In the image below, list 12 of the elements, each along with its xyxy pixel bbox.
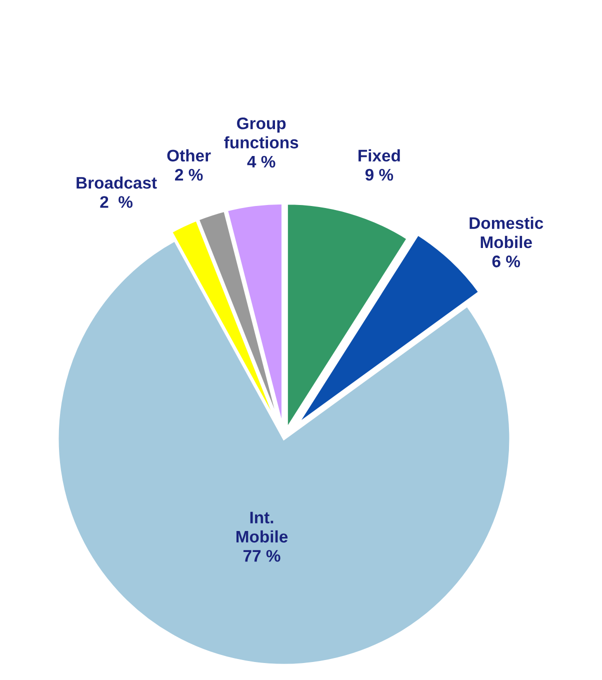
slice-label: Group functions (224, 117, 298, 148)
slice-label: Fixed (358, 149, 400, 162)
data-label: 77 % (243, 550, 280, 562)
data-label: 6 % (492, 256, 520, 268)
slice-label: Other (167, 149, 211, 162)
data-label: 4 % (247, 156, 276, 168)
slice-label: Int. Mobile (236, 512, 288, 543)
data-label: 2 % (100, 196, 133, 208)
data-label: 2 % (175, 168, 203, 181)
slice-label: Broadcast (76, 176, 157, 189)
data-label: 9 % (365, 168, 394, 181)
slice-label: Domestic Mobile (470, 216, 544, 248)
